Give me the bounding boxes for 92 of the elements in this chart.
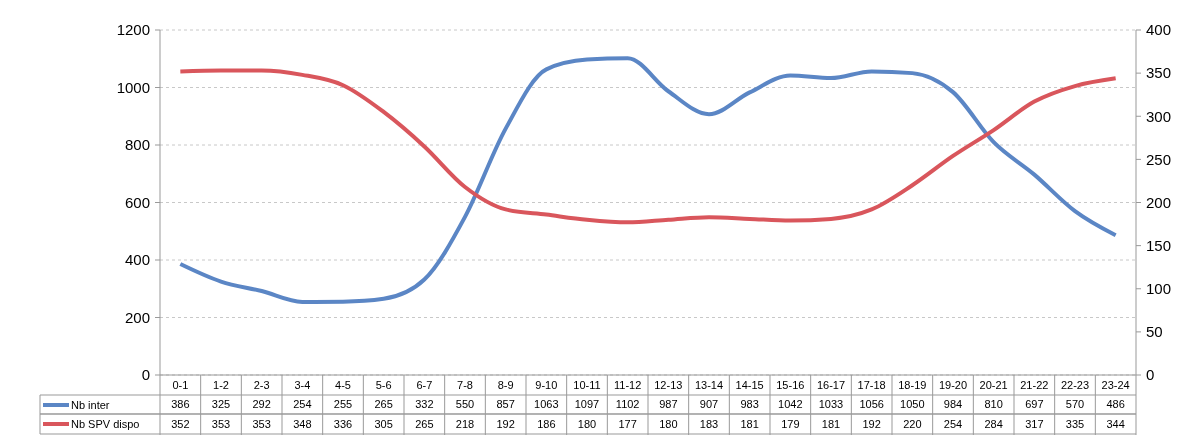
data-label: 179 bbox=[781, 417, 800, 430]
data-label: 1033 bbox=[818, 398, 844, 411]
y-tick-label: 200 bbox=[124, 308, 150, 326]
data-label: 486 bbox=[1106, 398, 1125, 411]
data-label: 284 bbox=[984, 417, 1003, 430]
y2-tick-label: 400 bbox=[1146, 21, 1172, 39]
line-series bbox=[178, 68, 1118, 225]
data-label: 344 bbox=[1106, 417, 1125, 430]
data-label: 353 bbox=[252, 417, 271, 430]
x-tick-label: 2-3 bbox=[253, 378, 270, 391]
data-label: 1097 bbox=[574, 398, 600, 411]
data-label: 220 bbox=[903, 417, 922, 430]
y2-tick-label: 0 bbox=[1146, 366, 1155, 384]
y-tick-label: 1200 bbox=[116, 21, 150, 39]
data-label: 1050 bbox=[900, 398, 925, 411]
x-tick-label: 20-21 bbox=[979, 378, 1008, 391]
data-label: 1042 bbox=[778, 398, 803, 411]
x-tick-label: 3-4 bbox=[294, 378, 311, 391]
data-label: 254 bbox=[293, 398, 312, 411]
data-label: 218 bbox=[455, 417, 475, 430]
y-tick-label: 0 bbox=[141, 366, 150, 384]
data-label: 265 bbox=[415, 417, 434, 430]
data-label: 335 bbox=[1065, 417, 1085, 430]
y2-tick-label: 200 bbox=[1146, 193, 1172, 211]
data-label: 192 bbox=[496, 417, 515, 430]
data-label: 1056 bbox=[859, 398, 884, 411]
x-tick-label: 8-9 bbox=[497, 378, 514, 391]
data-label: 987 bbox=[659, 398, 678, 411]
y2-tick-label: 50 bbox=[1146, 323, 1163, 341]
data-label: 1102 bbox=[615, 398, 640, 411]
x-tick-label: 4-5 bbox=[335, 378, 351, 391]
data-label: 192 bbox=[862, 417, 881, 430]
legend-label: Nb inter bbox=[71, 398, 110, 411]
x-tick-label: 0-1 bbox=[172, 378, 189, 391]
data-label: 325 bbox=[211, 398, 231, 411]
data-label: 352 bbox=[171, 417, 190, 430]
x-tick-label: 22-23 bbox=[1060, 378, 1090, 391]
data-label: 181 bbox=[740, 417, 759, 430]
data-label: 983 bbox=[740, 398, 759, 411]
y-tick-label: 800 bbox=[124, 136, 150, 154]
data-label: 857 bbox=[496, 398, 515, 411]
x-tick-label: 6-7 bbox=[416, 378, 433, 391]
x-tick-label: 16-17 bbox=[816, 378, 846, 391]
data-label: 336 bbox=[333, 417, 353, 430]
data-label: 177 bbox=[618, 417, 637, 430]
x-tick-label: 21-22 bbox=[1020, 378, 1049, 391]
x-tick-label: 12-13 bbox=[654, 378, 683, 391]
data-label: 255 bbox=[333, 398, 353, 411]
x-tick-label: 11-12 bbox=[614, 378, 642, 391]
x-tick-label: 13-14 bbox=[694, 378, 724, 391]
x-tick-label: 15-16 bbox=[776, 378, 805, 391]
data-label: 186 bbox=[537, 417, 556, 430]
data-label: 1063 bbox=[534, 398, 559, 411]
data-label: 292 bbox=[252, 398, 271, 411]
legend-label: Nb SPV dispo bbox=[71, 417, 140, 430]
data-label: 180 bbox=[659, 417, 678, 430]
x-tick-label: 18-19 bbox=[898, 378, 927, 391]
y2-tick-label: 100 bbox=[1146, 280, 1172, 297]
data-label: 697 bbox=[1025, 398, 1044, 411]
data-label: 183 bbox=[699, 417, 719, 430]
data-label: 265 bbox=[374, 398, 393, 411]
data-label: 810 bbox=[984, 398, 1003, 411]
x-tick-label: 10-11 bbox=[573, 378, 601, 391]
data-label: 254 bbox=[943, 417, 963, 430]
y2-tick-label: 350 bbox=[1146, 64, 1172, 82]
x-tick-label: 17-18 bbox=[857, 378, 886, 391]
x-tick-label: 1-2 bbox=[213, 378, 229, 391]
x-tick-label: 5-6 bbox=[375, 378, 392, 391]
data-label: 181 bbox=[821, 417, 841, 430]
data-label: 317 bbox=[1025, 417, 1044, 430]
x-tick-label: 23-24 bbox=[1101, 378, 1130, 391]
x-tick-label: 14-15 bbox=[735, 378, 764, 391]
y-tick-label: 600 bbox=[124, 193, 150, 211]
data-label: 907 bbox=[699, 398, 719, 411]
y-tick-label: 400 bbox=[124, 251, 150, 269]
data-label: 570 bbox=[1065, 398, 1085, 411]
y2-tick-label: 250 bbox=[1146, 150, 1172, 168]
data-label: 353 bbox=[211, 417, 231, 430]
data-label: 984 bbox=[943, 398, 963, 411]
y2-tick-label: 300 bbox=[1146, 107, 1172, 125]
y2-tick-label: 150 bbox=[1146, 236, 1172, 254]
data-label: 348 bbox=[293, 417, 312, 430]
data-label: 386 bbox=[171, 398, 190, 411]
data-label: 332 bbox=[415, 398, 434, 411]
x-tick-label: 7-8 bbox=[457, 378, 473, 391]
x-tick-label: 9-10 bbox=[535, 378, 558, 391]
y-tick-label: 1000 bbox=[116, 78, 150, 96]
line-series bbox=[178, 56, 1118, 304]
data-label: 550 bbox=[455, 398, 475, 411]
data-label: 305 bbox=[374, 417, 393, 430]
x-tick-label: 19-20 bbox=[938, 378, 968, 391]
data-label: 180 bbox=[577, 417, 597, 430]
